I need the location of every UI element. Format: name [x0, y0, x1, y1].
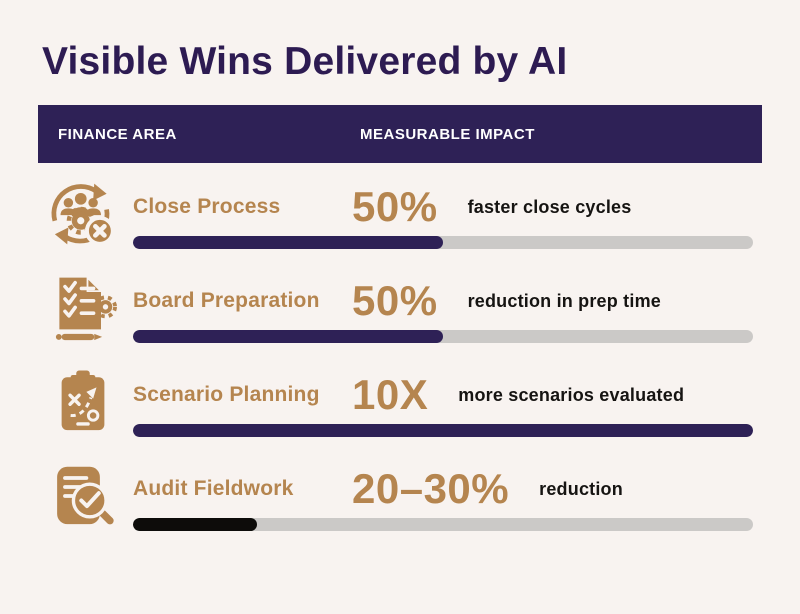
page-title: Visible Wins Delivered by AI [42, 40, 568, 83]
impact-description: more scenarios evaluated [458, 384, 685, 405]
table-row-scenario-planning: Scenario Planning 10X more scenarios eva… [45, 366, 753, 437]
finance-area-label: Board Preparation [133, 289, 320, 312]
finance-area-label: Scenario Planning [133, 383, 320, 406]
row-text: Audit Fieldwork 20–30% reduction [133, 460, 753, 518]
table-row-audit-fieldwork: Audit Fieldwork 20–30% reduction [45, 460, 753, 531]
table-row-board-preparation: Board Preparation 50% reduction in prep … [45, 272, 753, 343]
scenario-planning-clipboard-icon [47, 366, 119, 438]
impact-stat: 50% [352, 183, 438, 230]
column-header-measurable-impact: MEASURABLE IMPACT [360, 125, 535, 143]
progress-fill [133, 424, 753, 437]
row-text: Board Preparation 50% reduction in prep … [133, 272, 753, 330]
table-row-close-process: Close Process 50% faster close cycles [45, 178, 753, 249]
impact-description: reduction [539, 478, 623, 499]
audit-fieldwork-magnifier-icon [47, 460, 119, 532]
column-header-finance-area: FINANCE AREA [58, 125, 177, 143]
progress-track [133, 518, 753, 531]
table-header-band: FINANCE AREA MEASURABLE IMPACT [38, 105, 762, 163]
impact-stat: 10X [352, 371, 429, 418]
impact-description: faster close cycles [467, 196, 632, 217]
progress-track [133, 424, 753, 437]
progress-fill [133, 518, 257, 531]
board-preparation-checklist-icon [47, 272, 119, 344]
close-process-cycle-icon [47, 178, 119, 250]
impact-stat: 20–30% [352, 465, 510, 512]
impact-description: reduction in prep time [467, 290, 661, 311]
row-text: Scenario Planning 10X more scenarios eva… [133, 366, 753, 424]
finance-area-label: Audit Fieldwork [133, 477, 294, 500]
impact-stat: 50% [352, 277, 438, 324]
row-text: Close Process 50% faster close cycles [133, 178, 753, 236]
progress-fill [133, 236, 443, 249]
progress-track [133, 236, 753, 249]
progress-fill [133, 330, 443, 343]
table-rows: Close Process 50% faster close cycles [45, 163, 753, 554]
finance-area-label: Close Process [133, 195, 281, 218]
progress-track [133, 330, 753, 343]
